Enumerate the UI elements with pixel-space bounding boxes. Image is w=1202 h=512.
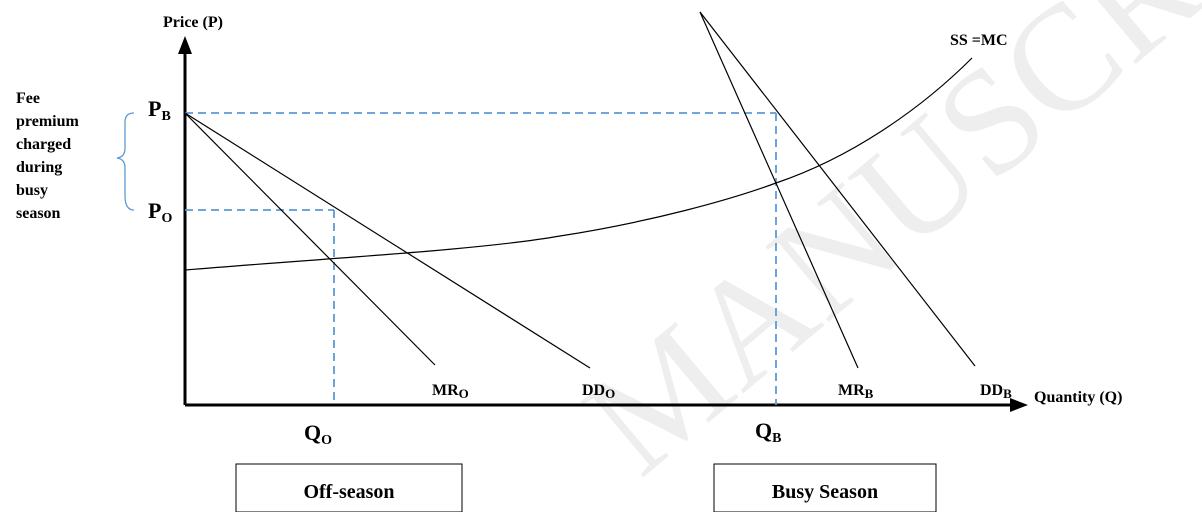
fee-premium-note: Fee premium charged during busy season: [16, 90, 83, 222]
dd-off-season-label: DDO: [582, 382, 615, 401]
off-season-box-label: Off-season: [303, 481, 394, 503]
busy-season-box-label: Busy Season: [772, 481, 878, 503]
mr-busy-season-label: MRB: [838, 382, 874, 401]
quantity-label-qo: QO: [304, 420, 332, 448]
price-label-pb: PB: [148, 96, 171, 124]
dd-busy-season-curve: [699, 11, 976, 367]
mr-off-season-label: MRO: [432, 382, 469, 401]
supply-curve-label: SS =MC: [950, 32, 1008, 49]
x-axis-title: Quantity (Q): [1034, 389, 1122, 406]
y-axis-arrow: [178, 36, 192, 54]
supply-curve-ss-mc: [184, 57, 973, 271]
busy-season-box: [713, 463, 937, 512]
price-label-po: PO: [148, 198, 172, 226]
dd-busy-season-label: DDB: [980, 382, 1012, 401]
mr-busy-season-curve: [699, 11, 859, 369]
y-axis-title: Price (P): [163, 14, 223, 31]
mr-off-season-curve: [184, 112, 436, 366]
fee-premium-brace: [116, 112, 135, 211]
dd-off-season-curve: [184, 112, 591, 369]
watermark: MANUSCRIPT: [555, 0, 1202, 505]
off-season-box: [235, 463, 463, 512]
x-axis-arrow: [1010, 398, 1028, 412]
quantity-label-qb: QB: [755, 418, 781, 446]
